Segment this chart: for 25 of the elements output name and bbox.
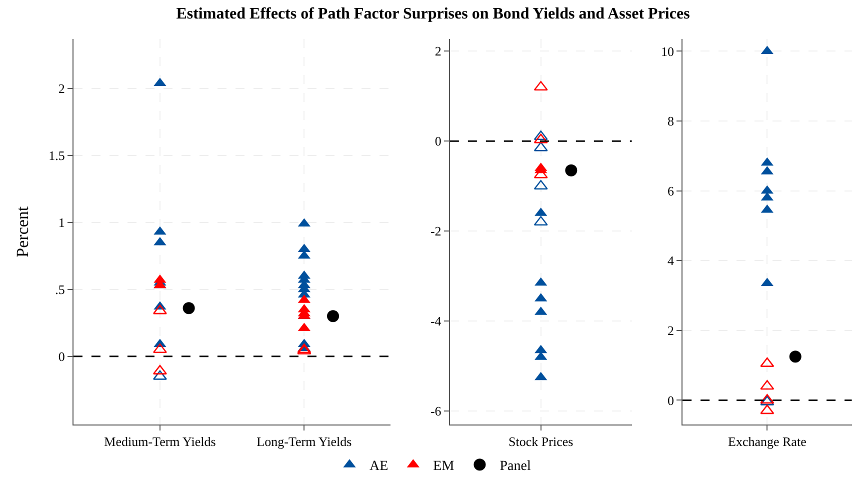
y-tick-label: 0: [667, 392, 674, 408]
y-tick-label: 2: [58, 81, 65, 96]
x-tick-label: Medium-Term Yields: [104, 434, 216, 450]
legend-label: EM: [433, 459, 455, 474]
y-tick-label: 0: [434, 134, 442, 149]
legend-label: Panel: [500, 459, 531, 474]
y-tick-label: -6: [430, 404, 442, 419]
x-tick-label: Long-Term Yields: [256, 434, 352, 450]
y-tick-label: 2: [667, 322, 674, 338]
y-tick-label: 8: [667, 114, 674, 129]
y-tick-label: 1: [58, 215, 65, 230]
y-tick-label: 1.5: [48, 148, 65, 164]
x-tick-label: Exchange Rate: [728, 434, 807, 450]
y-tick-label: 4: [667, 253, 674, 268]
text: Estimated Effects of Path Factor Surprises on Bond Yields and Asset Prices: [176, 6, 690, 23]
y-tick-label: 10: [660, 44, 674, 59]
y-tick-label: .5: [55, 282, 65, 297]
y-tick-label: 0: [58, 348, 65, 364]
y-tick-label: -4: [430, 314, 442, 329]
y-tick-label: 6: [667, 183, 674, 198]
y-tick-label: 2: [434, 44, 442, 59]
y-axis-title: Percent: [13, 206, 32, 258]
y-tick-label: -2: [430, 224, 442, 239]
legend-label: AE: [370, 459, 388, 474]
x-tick-label: Stock Prices: [508, 434, 574, 450]
